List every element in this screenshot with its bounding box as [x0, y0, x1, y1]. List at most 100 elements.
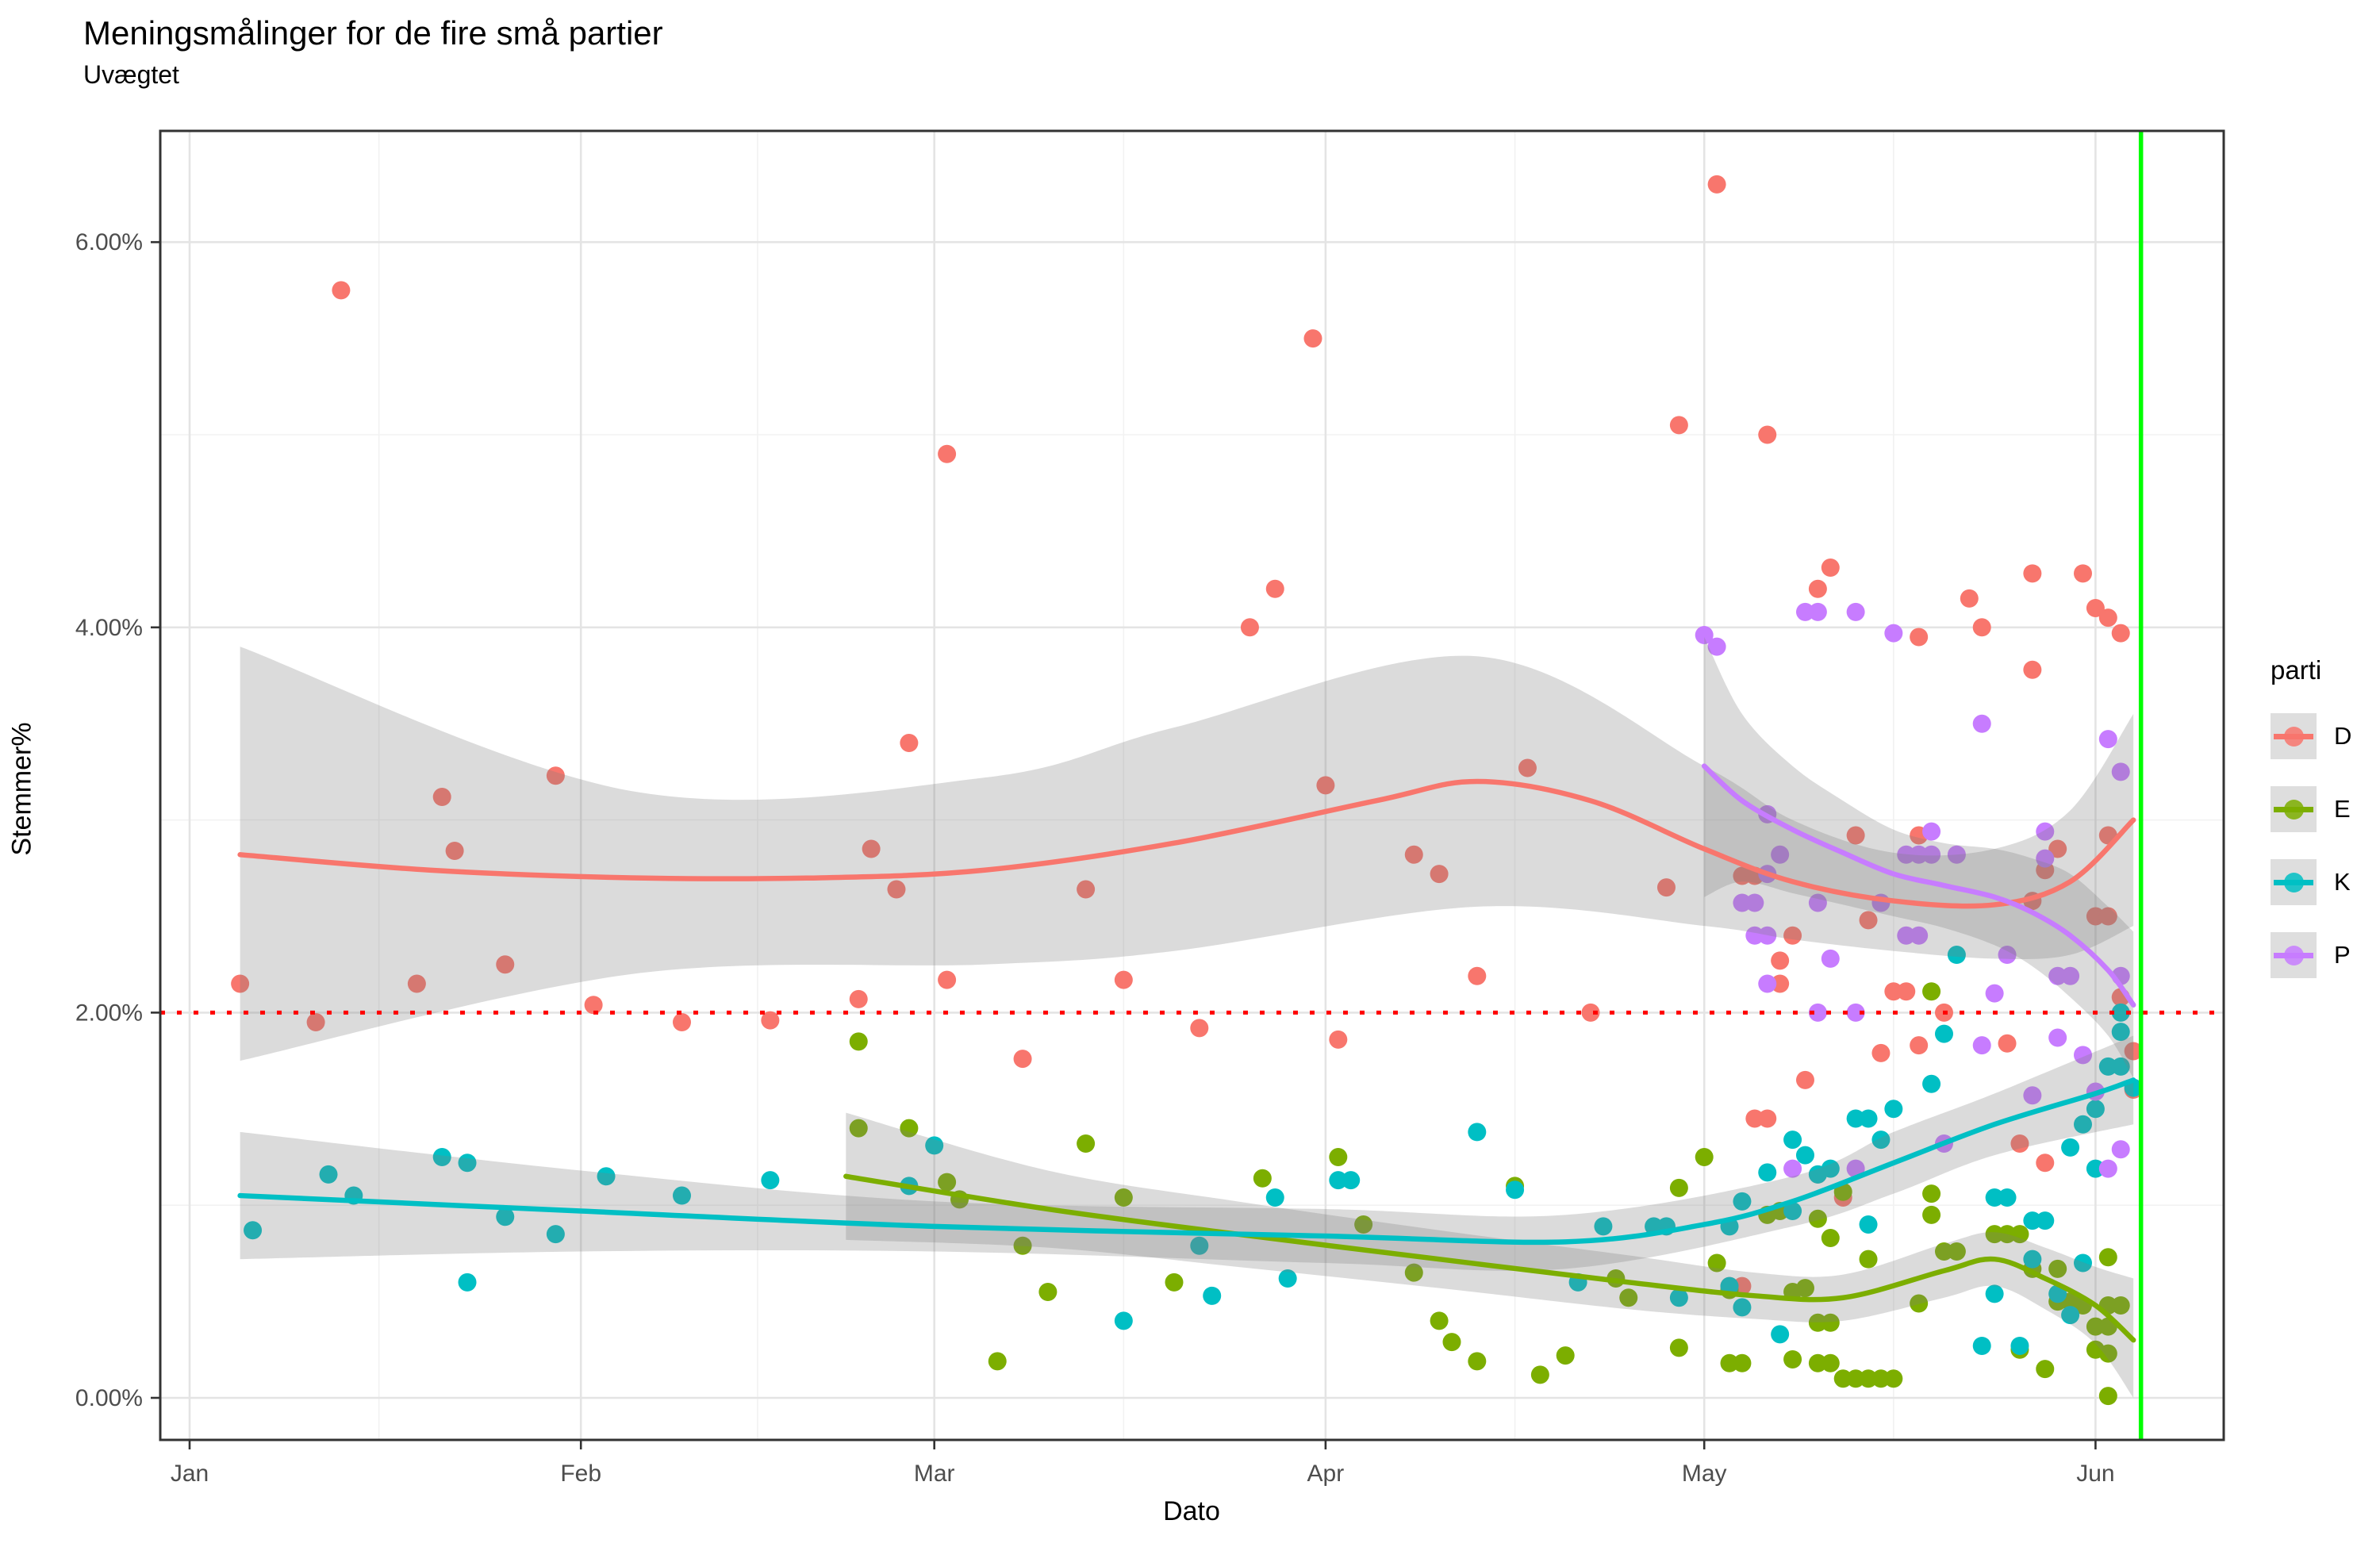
ci-band-D [240, 647, 2134, 1061]
data-point-K [1985, 1188, 2004, 1207]
data-point-D [1316, 776, 1335, 795]
data-point-K [1922, 1074, 1941, 1093]
data-point-D [1707, 175, 1726, 194]
legend-label: K [2334, 868, 2351, 896]
data-point-E [1947, 1242, 1966, 1261]
data-point-D [1733, 866, 1752, 885]
data-point-P [2023, 1086, 2042, 1105]
data-point-E [1922, 1184, 1941, 1203]
data-point-D [1871, 1043, 1891, 1062]
y-tick-label: 2.00% [75, 1000, 143, 1026]
legend-item-K: K [2271, 846, 2351, 919]
data-point-D [1430, 865, 1449, 884]
data-point-K [1190, 1236, 1209, 1255]
data-point-K [1329, 1171, 1348, 1190]
data-point-K [1985, 1284, 2004, 1303]
data-point-P [1884, 624, 1903, 643]
data-point-K [2036, 1211, 2055, 1230]
data-point-P [1922, 845, 1941, 864]
x-axis-title: Dato [1163, 1496, 1220, 1526]
data-point-D [306, 1013, 325, 1032]
data-point-E [2111, 1296, 2130, 1315]
data-point-K [2111, 1023, 2130, 1042]
data-point-P [1745, 926, 1764, 945]
x-tick-label: Mar [914, 1461, 955, 1487]
data-point-K [2074, 1115, 2092, 1134]
plot-data-layer [160, 131, 2224, 1440]
x-tick-label: Apr [1307, 1461, 1345, 1487]
data-point-P [1808, 893, 1827, 912]
data-point-P [2036, 849, 2055, 868]
data-point-P [2111, 1140, 2130, 1159]
legend-item-P: P [2271, 919, 2351, 992]
data-point-P [1795, 602, 1814, 621]
data-point-D [1303, 329, 1322, 348]
data-point-E [1354, 1215, 1373, 1234]
data-point-P [1707, 637, 1726, 656]
data-point-E [1468, 1352, 1487, 1371]
data-point-E [1808, 1353, 1827, 1372]
data-point-E [1808, 1209, 1827, 1228]
ci-band-P [1704, 636, 2134, 1078]
data-point-E [1934, 1242, 1953, 1261]
data-point-D [1518, 758, 1537, 777]
data-point-E [1669, 1178, 1688, 1197]
data-point-D [1669, 416, 1688, 435]
data-point-K [432, 1148, 451, 1166]
data-point-K [2111, 1057, 2130, 1076]
data-point-K [1506, 1180, 1525, 1200]
data-point-K [597, 1167, 616, 1186]
data-point-K [1846, 1109, 1865, 1128]
data-point-P [1985, 984, 2004, 1003]
data-point-K [1972, 1336, 1991, 1355]
legend-key-swatch [2271, 786, 2317, 832]
data-point-K [925, 1136, 944, 1155]
data-point-D [1795, 1070, 1814, 1089]
x-tick-label: Jan [171, 1461, 209, 1487]
data-point-E [2036, 1360, 2055, 1379]
data-point-E [1910, 1294, 1929, 1313]
trend-line-P [1701, 763, 2136, 1008]
data-point-D [584, 996, 603, 1015]
data-point-P [1910, 845, 1929, 864]
data-point-P [2111, 762, 2130, 781]
data-point-K [458, 1273, 477, 1292]
data-point-E [1922, 1205, 1941, 1224]
data-point-E [1846, 1369, 1865, 1388]
data-point-E [938, 1173, 957, 1192]
data-point-P [1771, 845, 1790, 864]
data-point-E [1114, 1188, 1133, 1207]
data-point-P [1758, 926, 1777, 945]
data-point-P [1821, 949, 1840, 968]
data-point-D [231, 974, 250, 993]
data-point-D [938, 970, 957, 989]
data-point-D [2111, 624, 2130, 643]
chart-subtitle: Uvægtet [83, 60, 179, 89]
data-point-K [2023, 1250, 2042, 1269]
data-point-P [1808, 602, 1827, 621]
data-point-E [1783, 1349, 1802, 1368]
data-point-D [1656, 878, 1676, 897]
data-point-K [1884, 1100, 1903, 1119]
data-point-E [2098, 1387, 2117, 1406]
data-point-E [1038, 1282, 1058, 1301]
data-point-K [1669, 1288, 1688, 1307]
data-point-K [458, 1154, 477, 1173]
data-point-P [1922, 822, 1941, 841]
data-point-E [1530, 1365, 1549, 1384]
data-point-K [496, 1207, 515, 1226]
data-point-E [1013, 1236, 1032, 1255]
data-point-E [849, 1119, 868, 1138]
data-point-E [2086, 1317, 2105, 1336]
data-point-P [1947, 845, 1966, 864]
data-point-D [1077, 880, 1096, 899]
data-point-D [1859, 911, 1878, 930]
y-tick-label: 6.00% [75, 229, 143, 255]
data-point-K [2098, 1057, 2117, 1076]
data-point-E [1922, 982, 1941, 1001]
data-point-E [2010, 1225, 2029, 1244]
data-point-P [1733, 893, 1752, 912]
y-tick-label: 4.00% [75, 615, 143, 641]
data-point-D [1114, 970, 1133, 989]
data-point-D [1240, 618, 1259, 637]
